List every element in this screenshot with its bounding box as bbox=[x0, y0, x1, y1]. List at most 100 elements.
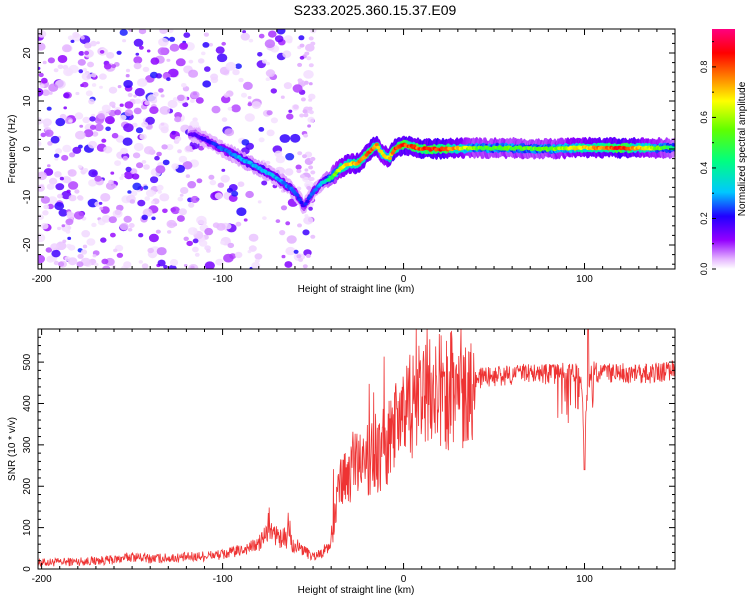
noise-speckle bbox=[177, 149, 182, 154]
noise-speckle bbox=[303, 133, 309, 138]
noise-speckle bbox=[302, 264, 308, 269]
noise-speckle bbox=[75, 130, 86, 140]
noise-speckle bbox=[234, 251, 243, 259]
noise-speckle bbox=[168, 36, 176, 42]
noise-speckle bbox=[303, 80, 309, 85]
noise-speckle bbox=[198, 145, 205, 151]
noise-speckle bbox=[181, 83, 187, 88]
noise-speckle bbox=[166, 219, 177, 229]
noise-speckle bbox=[48, 91, 53, 95]
noise-speckle bbox=[237, 181, 245, 187]
noise-speckle bbox=[138, 29, 147, 35]
x-tick-label: -100 bbox=[213, 574, 233, 585]
noise-speckle bbox=[155, 229, 161, 234]
colorbar-tick-label: 0.2 bbox=[699, 212, 709, 225]
noise-speckle bbox=[262, 216, 267, 221]
noise-speckle bbox=[86, 238, 96, 246]
noise-speckle bbox=[302, 109, 308, 114]
noise-speckle bbox=[223, 93, 230, 98]
y-tick-label: -10 bbox=[22, 189, 33, 204]
noise-speckle bbox=[147, 94, 158, 103]
noise-speckle bbox=[89, 116, 96, 122]
noise-speckle bbox=[67, 257, 78, 266]
noise-speckle bbox=[66, 243, 72, 249]
noise-speckle bbox=[201, 51, 206, 56]
noise-speckle bbox=[286, 38, 293, 44]
noise-speckle bbox=[58, 209, 68, 217]
noise-speckle bbox=[215, 46, 225, 54]
colorbar-tick-label: 0.6 bbox=[699, 111, 709, 124]
noise-speckle bbox=[295, 164, 302, 170]
noise-speckle bbox=[48, 83, 59, 92]
noise-speckle bbox=[155, 165, 166, 174]
noise-speckle bbox=[299, 55, 305, 60]
noise-speckle bbox=[192, 91, 197, 96]
noise-speckle bbox=[100, 237, 107, 243]
noise-speckle bbox=[157, 190, 162, 194]
noise-speckle bbox=[257, 52, 263, 57]
noise-speckle bbox=[280, 95, 285, 99]
noise-speckle bbox=[43, 204, 50, 210]
noise-speckle bbox=[270, 117, 278, 124]
noise-speckle bbox=[187, 227, 198, 236]
noise-speckle bbox=[227, 106, 233, 111]
noise-speckle bbox=[67, 35, 74, 41]
noise-speckle bbox=[182, 102, 189, 108]
noise-speckle bbox=[47, 196, 58, 205]
snr-frame bbox=[37, 328, 676, 570]
noise-speckle bbox=[261, 180, 268, 186]
noise-speckle bbox=[131, 173, 140, 180]
noise-speckle bbox=[122, 137, 133, 146]
noise-speckle bbox=[203, 32, 209, 37]
noise-speckle bbox=[105, 126, 111, 132]
noise-speckle bbox=[308, 63, 314, 68]
noise-speckle bbox=[198, 239, 208, 247]
snr-y-label: SNR (10 * v/v) bbox=[7, 417, 18, 481]
noise-speckle bbox=[133, 107, 142, 115]
noise-speckle bbox=[248, 233, 259, 242]
x-tick-label: 0 bbox=[401, 274, 407, 285]
noise-speckle bbox=[302, 229, 310, 236]
noise-speckle bbox=[89, 124, 97, 130]
noise-speckle bbox=[159, 106, 171, 115]
noise-speckle bbox=[231, 190, 239, 197]
noise-speckle bbox=[299, 113, 305, 118]
noise-speckle bbox=[58, 261, 65, 267]
noise-speckle bbox=[154, 155, 160, 161]
noise-speckle bbox=[50, 243, 59, 251]
noise-speckle bbox=[226, 187, 233, 193]
noise-speckle bbox=[284, 261, 293, 268]
noise-speckle bbox=[57, 193, 63, 199]
noise-speckle bbox=[156, 247, 167, 256]
noise-speckle bbox=[38, 87, 44, 97]
noise-speckle bbox=[310, 156, 316, 161]
noise-speckle bbox=[285, 153, 295, 161]
noise-speckle bbox=[156, 184, 164, 191]
noise-speckle bbox=[127, 190, 132, 194]
noise-speckle bbox=[81, 230, 91, 238]
noise-speckle bbox=[63, 92, 70, 99]
noise-speckle bbox=[308, 165, 314, 170]
noise-speckle bbox=[297, 151, 303, 156]
noise-speckle bbox=[170, 207, 176, 213]
noise-speckle bbox=[87, 61, 94, 68]
noise-speckle bbox=[94, 262, 99, 267]
y-tick-label: 300 bbox=[22, 436, 33, 453]
noise-speckle bbox=[266, 110, 273, 116]
noise-speckle bbox=[54, 153, 60, 158]
noise-speckle bbox=[62, 239, 67, 243]
noise-speckle bbox=[133, 38, 144, 47]
noise-speckle bbox=[285, 221, 291, 226]
noise-speckle bbox=[172, 97, 178, 102]
noise-speckle bbox=[183, 32, 191, 38]
noise-speckle bbox=[187, 181, 197, 189]
noise-speckle bbox=[38, 254, 45, 264]
noise-speckle bbox=[242, 30, 247, 34]
noise-speckle bbox=[308, 36, 314, 41]
noise-speckle bbox=[84, 50, 90, 56]
noise-speckle bbox=[108, 216, 117, 224]
noise-speckle bbox=[41, 89, 50, 96]
noise-speckle bbox=[285, 246, 296, 256]
noise-speckle bbox=[276, 29, 286, 35]
noise-speckle bbox=[117, 85, 122, 89]
